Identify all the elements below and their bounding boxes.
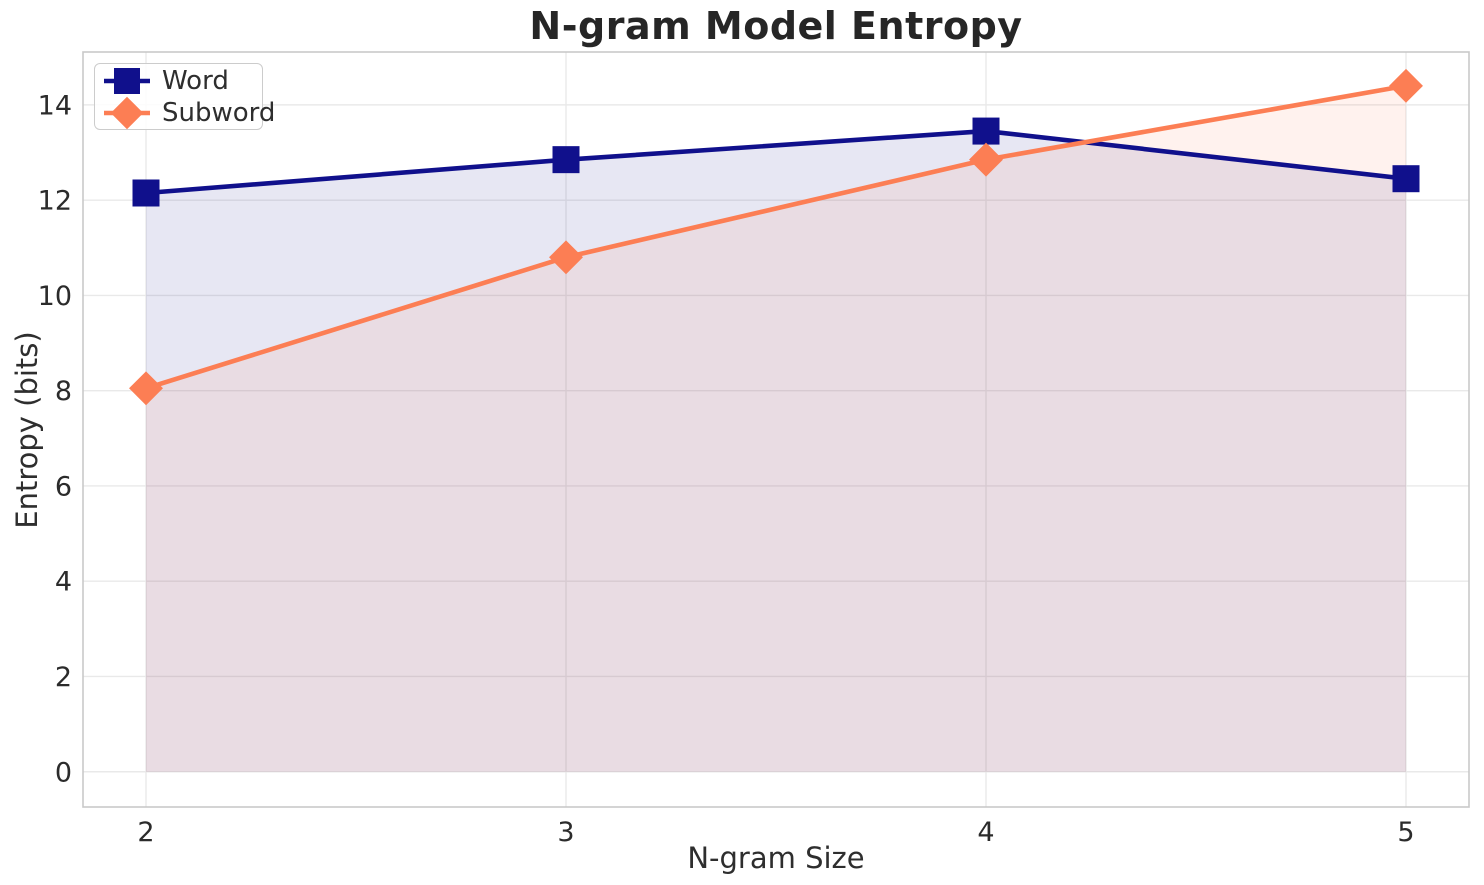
y-tick-label: 8 [55, 376, 72, 407]
area-fill-subword [146, 85, 1406, 772]
data-point-marker [132, 179, 160, 207]
data-point-marker [129, 371, 163, 406]
data-point-marker [969, 142, 1003, 177]
y-tick-label: 6 [55, 471, 72, 502]
legend-label-word: Word [162, 65, 229, 96]
y-tick-label: 0 [55, 757, 72, 788]
y-axis-label: Entropy (bits) [10, 331, 44, 529]
series-line-subword [143, 83, 1409, 391]
word-series-swatch-icon [104, 67, 150, 94]
y-tick-label: 2 [55, 662, 72, 693]
plot-border [82, 51, 1470, 808]
data-point-marker [552, 146, 580, 174]
chart-title: N-gram Model Entropy [529, 4, 1023, 48]
y-tick-label: 4 [55, 567, 72, 598]
legend-item-word: Word [103, 66, 254, 96]
data-point-marker [1392, 165, 1420, 193]
area-fills [146, 85, 1406, 772]
x-tick-label: 4 [977, 817, 994, 848]
gridlines [83, 52, 1469, 807]
legend-item-subword: Subword [103, 96, 275, 129]
subword-series-swatch-icon [104, 96, 150, 129]
data-point-marker [972, 117, 1000, 145]
y-tick-label: 12 [38, 186, 72, 217]
x-tick-label: 5 [1397, 817, 1414, 848]
data-point-marker [1389, 68, 1423, 103]
legend-label-subword: Subword [162, 97, 276, 128]
y-tick-label: 10 [38, 281, 72, 312]
legend: Word Subword [94, 63, 275, 130]
series-subword [129, 68, 1423, 406]
y-tick-label: 14 [38, 90, 72, 121]
tick-labels: 0 2 4 6 8 10 12 14 2 3 4 5 [38, 90, 1415, 848]
x-axis-label: N-gram Size [687, 841, 865, 875]
series-line-word [143, 128, 1409, 196]
x-tick-label: 3 [557, 817, 574, 848]
series-word [132, 117, 1420, 207]
x-tick-label: 2 [137, 817, 154, 848]
